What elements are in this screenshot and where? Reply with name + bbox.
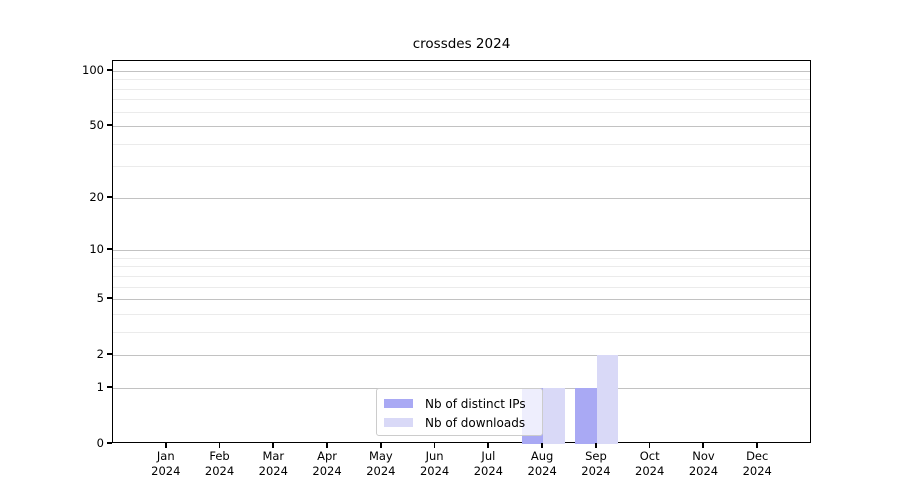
x-tick-month: Sep bbox=[585, 449, 607, 463]
y-gridline-major bbox=[113, 126, 810, 128]
y-axis-tick-label: 10 bbox=[89, 242, 104, 257]
x-axis-tick bbox=[648, 443, 651, 448]
y-gridline-minor bbox=[113, 331, 810, 333]
x-axis-tick-label: Mar 2024 bbox=[245, 449, 301, 479]
x-tick-year: 2024 bbox=[366, 464, 396, 478]
y-gridline-major bbox=[113, 355, 810, 357]
x-tick-month: Mar bbox=[262, 449, 285, 463]
x-axis-tick bbox=[218, 443, 221, 448]
plot-area bbox=[112, 60, 811, 444]
bar-nb-of-downloads-sep bbox=[596, 355, 619, 444]
legend-label-distinct-ips: Nb of distinct IPs bbox=[425, 396, 526, 411]
x-tick-year: 2024 bbox=[742, 464, 772, 478]
y-gridline-minor bbox=[113, 166, 810, 168]
y-gridline-minor bbox=[113, 88, 810, 90]
y-axis-tick bbox=[107, 195, 112, 198]
y-gridline-major bbox=[113, 299, 810, 301]
legend-item-downloads: Nb of downloads bbox=[384, 413, 534, 432]
x-tick-year: 2024 bbox=[258, 464, 288, 478]
x-tick-month: Jan bbox=[156, 449, 175, 463]
y-axis-tick-label: 2 bbox=[96, 347, 104, 362]
x-axis-tick bbox=[756, 443, 759, 448]
y-axis-tick-label: 5 bbox=[96, 291, 104, 306]
x-axis-tick bbox=[702, 443, 705, 448]
bar-nb-of-downloads-aug bbox=[543, 387, 565, 444]
x-axis-tick-label: Sep 2024 bbox=[568, 449, 624, 479]
legend-swatch-downloads-icon bbox=[384, 418, 413, 427]
y-axis-tick-label: 100 bbox=[82, 62, 104, 77]
x-tick-month: Nov bbox=[692, 449, 715, 463]
x-tick-year: 2024 bbox=[473, 464, 504, 478]
x-axis-tick bbox=[326, 443, 328, 448]
x-axis-tick bbox=[272, 443, 275, 448]
x-axis-tick-label: Feb 2024 bbox=[192, 449, 248, 479]
x-axis-tick-label: Oct 2024 bbox=[622, 449, 678, 479]
x-axis-tick-label: Jan 2024 bbox=[138, 449, 194, 479]
legend-swatch-distinct-ips-icon bbox=[384, 399, 413, 408]
bar-nb-of-distinct-ips-sep bbox=[575, 387, 597, 444]
x-tick-year: 2024 bbox=[204, 464, 235, 478]
x-axis-tick-label: Nov 2024 bbox=[675, 449, 731, 479]
x-tick-month: Apr bbox=[317, 449, 338, 463]
y-axis-tick bbox=[107, 385, 112, 388]
legend-item-distinct-ips: Nb of distinct IPs bbox=[384, 394, 534, 413]
x-tick-year: 2024 bbox=[312, 464, 342, 478]
x-tick-month: Oct bbox=[639, 449, 660, 463]
y-axis-tick bbox=[107, 297, 112, 299]
x-tick-month: Jun bbox=[425, 449, 444, 463]
x-tick-month: Feb bbox=[209, 449, 230, 463]
x-tick-year: 2024 bbox=[527, 464, 557, 478]
x-tick-year: 2024 bbox=[581, 464, 611, 478]
x-tick-year: 2024 bbox=[635, 464, 665, 478]
x-axis-tick-label: Apr 2024 bbox=[299, 449, 355, 479]
x-axis-tick-label: May 2024 bbox=[353, 449, 409, 479]
y-axis-tick bbox=[107, 248, 112, 250]
x-tick-month: Aug bbox=[530, 449, 554, 463]
y-gridline-major bbox=[113, 250, 810, 252]
y-gridline-minor bbox=[113, 143, 810, 145]
x-axis-tick bbox=[487, 443, 490, 448]
y-axis-tick-label: 20 bbox=[89, 189, 104, 204]
x-tick-month: Dec bbox=[746, 449, 769, 463]
x-axis-tick-label: Jul 2024 bbox=[460, 449, 516, 479]
y-axis-tick bbox=[107, 68, 112, 71]
x-axis-tick bbox=[541, 443, 543, 448]
x-axis-tick bbox=[164, 443, 167, 448]
y-axis-tick bbox=[107, 124, 112, 126]
x-tick-month: Jul bbox=[481, 449, 496, 463]
y-axis-tick-label: 1 bbox=[96, 379, 104, 394]
legend-label-downloads: Nb of downloads bbox=[425, 415, 526, 430]
x-axis-tick-label: Aug 2024 bbox=[514, 449, 570, 479]
y-axis-tick bbox=[107, 442, 112, 444]
y-gridline-minor bbox=[113, 111, 810, 113]
x-axis-tick bbox=[594, 443, 597, 448]
y-gridline-minor bbox=[113, 99, 810, 101]
y-gridline-minor bbox=[113, 313, 810, 315]
legend: Nb of distinct IPs Nb of downloads bbox=[376, 388, 543, 436]
y-axis-tick-label: 50 bbox=[89, 118, 104, 133]
x-axis-tick bbox=[379, 443, 382, 448]
y-gridline-major bbox=[113, 70, 810, 72]
y-gridline-minor bbox=[113, 286, 810, 288]
x-axis-tick-label: Jun 2024 bbox=[407, 449, 463, 479]
y-axis-tick bbox=[107, 353, 112, 355]
chart-title: crossdes 2024 bbox=[412, 36, 511, 52]
y-gridline-major bbox=[113, 197, 810, 199]
x-axis-tick bbox=[433, 443, 436, 448]
x-tick-year: 2024 bbox=[419, 464, 450, 478]
y-gridline-minor bbox=[113, 79, 810, 81]
y-gridline-minor bbox=[113, 275, 810, 277]
x-axis-tick-label: Dec 2024 bbox=[729, 449, 785, 479]
x-tick-year: 2024 bbox=[151, 464, 181, 478]
y-gridline-minor bbox=[113, 257, 810, 259]
x-tick-year: 2024 bbox=[688, 464, 719, 478]
y-gridline-minor bbox=[113, 266, 810, 268]
y-axis-tick-label: 0 bbox=[96, 436, 104, 450]
x-tick-month: May bbox=[368, 449, 393, 463]
